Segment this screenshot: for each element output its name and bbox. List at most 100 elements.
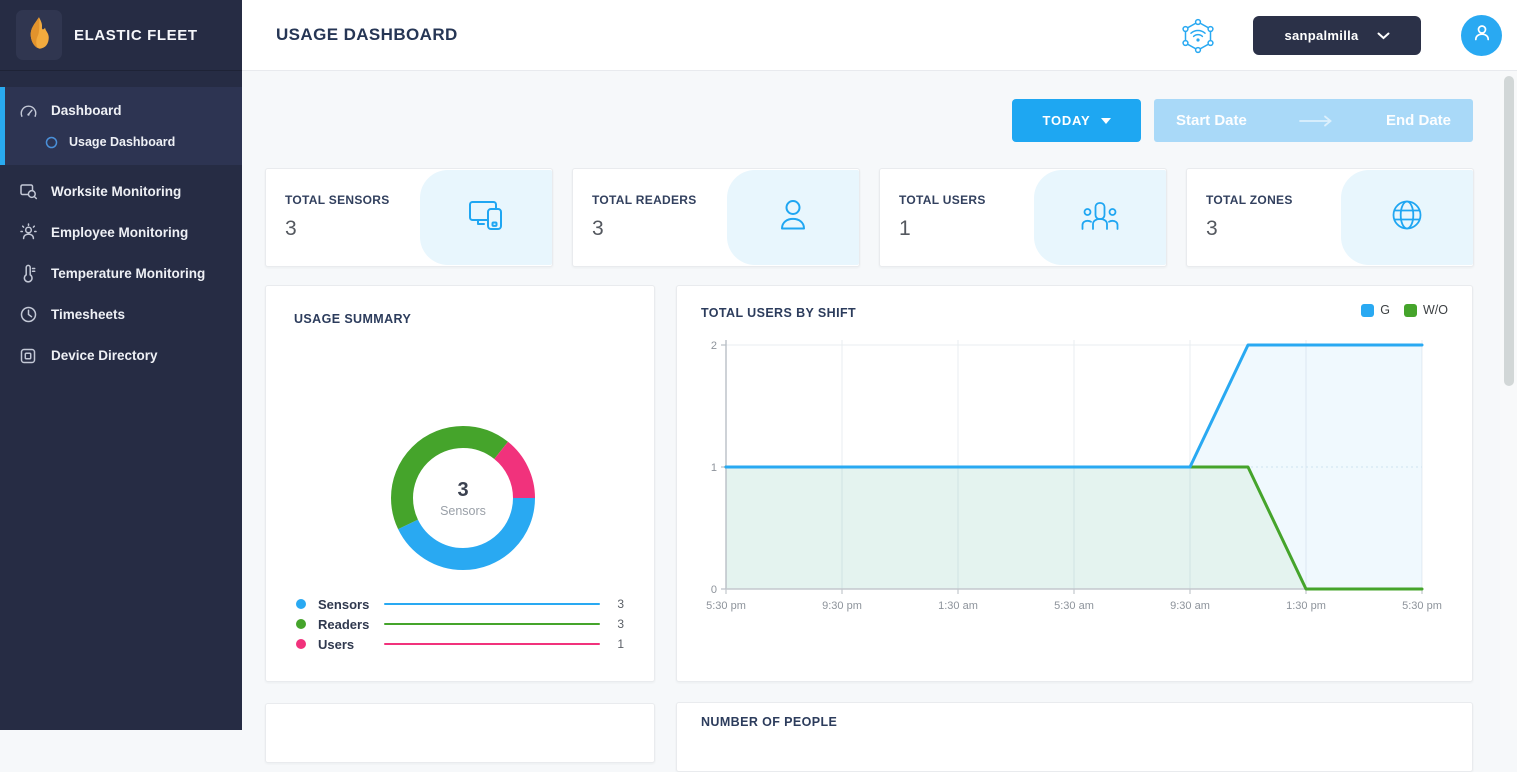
legend-row-sensors: Sensors 3 xyxy=(296,594,624,614)
scrollbar-track xyxy=(1500,71,1517,730)
legend-dot xyxy=(296,619,306,629)
users-by-shift-title: TOTAL USERS BY SHIFT xyxy=(701,306,857,320)
x-axis-labels: 5:30 pm 9:30 pm 1:30 am 5:30 am 9:30 am 1:30 … xyxy=(697,600,1442,616)
users-by-shift-card: TOTAL USERS BY SHIFT G W/O 0 1 2 5:30 pm 9:… xyxy=(676,285,1473,682)
date-preset-button[interactable]: TODAY xyxy=(1012,99,1141,142)
stat-card-total-sensors: TOTAL SENSORS 3 xyxy=(265,168,553,267)
x-tick-label: 1:30 pm xyxy=(1286,600,1326,612)
profile-avatar-button[interactable] xyxy=(1461,15,1502,56)
sidebar-item-worksite-monitoring[interactable]: Worksite Monitoring xyxy=(0,171,242,212)
sidebar-item-label: Employee Monitoring xyxy=(51,225,189,240)
radio-circle-icon xyxy=(43,136,59,149)
legend-label: G xyxy=(1380,303,1390,317)
usage-summary-donut: 3 Sensors xyxy=(373,408,553,588)
usage-summary-title: USAGE SUMMARY xyxy=(294,312,412,326)
employee-icon xyxy=(17,223,39,242)
temperature-icon xyxy=(17,264,39,283)
brand-name: ELASTIC FLEET xyxy=(74,26,198,44)
page-title: USAGE DASHBOARD xyxy=(276,25,458,44)
sidebar: ELASTIC FLEET Dashboard xyxy=(0,0,242,730)
nav-active-block: Dashboard Usage Dashboard xyxy=(0,87,242,165)
x-tick-label: 5:30 pm xyxy=(706,600,746,612)
svg-text:2: 2 xyxy=(711,340,717,352)
arrow-right-icon xyxy=(1247,115,1386,127)
sidebar-item-label: Temperature Monitoring xyxy=(51,266,206,281)
legend-swatch xyxy=(1404,303,1417,317)
sidebar-item-dashboard[interactable]: Dashboard xyxy=(5,93,242,127)
svg-text:0: 0 xyxy=(711,584,717,596)
usage-summary-legend: Sensors 3 Readers 3 Users 1 xyxy=(266,594,654,654)
sensor-network-icon[interactable] xyxy=(1178,16,1218,56)
dashboard-icon xyxy=(17,102,39,119)
sidebar-nav: Dashboard Usage Dashboard Worksite M xyxy=(0,71,242,376)
legend-label: W/O xyxy=(1423,303,1448,317)
stat-label: TOTAL USERS xyxy=(899,193,986,207)
sidebar-item-device-directory[interactable]: Device Directory xyxy=(0,335,242,376)
stat-card-total-users: TOTAL USERS 1 xyxy=(879,168,1167,267)
legend-value: 3 xyxy=(617,617,624,631)
x-tick-label: 1:30 am xyxy=(938,600,978,612)
legend-line xyxy=(384,623,600,625)
legend-line xyxy=(384,643,600,645)
sidebar-item-usage-dashboard[interactable]: Usage Dashboard xyxy=(5,127,242,157)
line-chart-plot: 0 1 2 xyxy=(711,340,1424,596)
legend-value: 3 xyxy=(617,597,624,611)
legend-swatch xyxy=(1361,303,1375,317)
sidebar-item-employee-monitoring[interactable]: Employee Monitoring xyxy=(0,212,242,253)
start-date-placeholder: Start Date xyxy=(1176,112,1247,129)
stat-value: 3 xyxy=(285,217,297,240)
sidebar-item-label: Timesheets xyxy=(51,307,126,322)
date-range-picker[interactable]: Start Date End Date xyxy=(1154,99,1473,142)
person-icon xyxy=(773,195,813,240)
person-icon xyxy=(1471,22,1493,49)
devices-icon xyxy=(465,195,507,240)
legend-item-g: G xyxy=(1361,303,1390,317)
sidebar-item-timesheets[interactable]: Timesheets xyxy=(0,294,242,335)
legend-item-wo: W/O xyxy=(1404,303,1448,317)
brand-row: ELASTIC FLEET xyxy=(0,0,242,71)
main-content: TODAY Start Date End Date TOTAL SENSORS … xyxy=(242,71,1500,772)
worksite-icon xyxy=(17,182,39,201)
flame-logo-icon xyxy=(24,15,54,56)
legend-row-users: Users 1 xyxy=(296,634,624,654)
legend-label: Sensors xyxy=(318,596,370,612)
stat-icon-panel xyxy=(1341,170,1473,265)
stat-value: 3 xyxy=(1206,217,1218,240)
legend-row-readers: Readers 3 xyxy=(296,614,624,634)
preset-label: TODAY xyxy=(1042,113,1091,128)
stat-icon-panel xyxy=(420,170,552,265)
number-of-people-card: NUMBER OF PEOPLE xyxy=(676,702,1473,772)
sidebar-item-temperature-monitoring[interactable]: Temperature Monitoring xyxy=(0,253,242,294)
header: USAGE DASHBOARD sanpalmilla xyxy=(242,0,1517,71)
bottom-left-card xyxy=(265,703,655,763)
scrollbar-thumb[interactable] xyxy=(1504,76,1514,386)
legend-line xyxy=(384,603,600,605)
stat-icon-panel xyxy=(1034,170,1166,265)
legend-value: 1 xyxy=(617,637,624,651)
svg-text:1: 1 xyxy=(711,462,717,474)
sidebar-item-label: Usage Dashboard xyxy=(69,135,176,149)
stat-icon-panel xyxy=(727,170,859,265)
stat-label: TOTAL SENSORS xyxy=(285,193,390,207)
stat-label: TOTAL ZONES xyxy=(1206,193,1293,207)
app-logo[interactable] xyxy=(16,10,62,60)
legend-dot xyxy=(296,639,306,649)
people-group-icon xyxy=(1079,195,1121,240)
sidebar-item-label: Worksite Monitoring xyxy=(51,184,182,199)
x-tick-label: 5:30 am xyxy=(1054,600,1094,612)
x-tick-label: 5:30 pm xyxy=(1402,600,1442,612)
chip-icon xyxy=(17,347,39,365)
username: sanpalmilla xyxy=(1284,28,1359,43)
legend-dot xyxy=(296,599,306,609)
stat-card-total-zones: TOTAL ZONES 3 xyxy=(1186,168,1474,267)
legend-label: Users xyxy=(318,636,355,652)
globe-icon xyxy=(1387,195,1427,240)
usage-summary-card: USAGE SUMMARY 3 Sensors Sensors 3 Reader… xyxy=(265,285,655,682)
stat-value: 3 xyxy=(592,217,604,240)
user-menu-button[interactable]: sanpalmilla xyxy=(1253,16,1421,55)
number-of-people-title: NUMBER OF PEOPLE xyxy=(701,715,838,729)
x-tick-label: 9:30 am xyxy=(1170,600,1210,612)
legend-label: Readers xyxy=(318,616,370,632)
stat-card-total-readers: TOTAL READERS 3 xyxy=(572,168,860,267)
caret-down-icon xyxy=(1100,117,1111,124)
